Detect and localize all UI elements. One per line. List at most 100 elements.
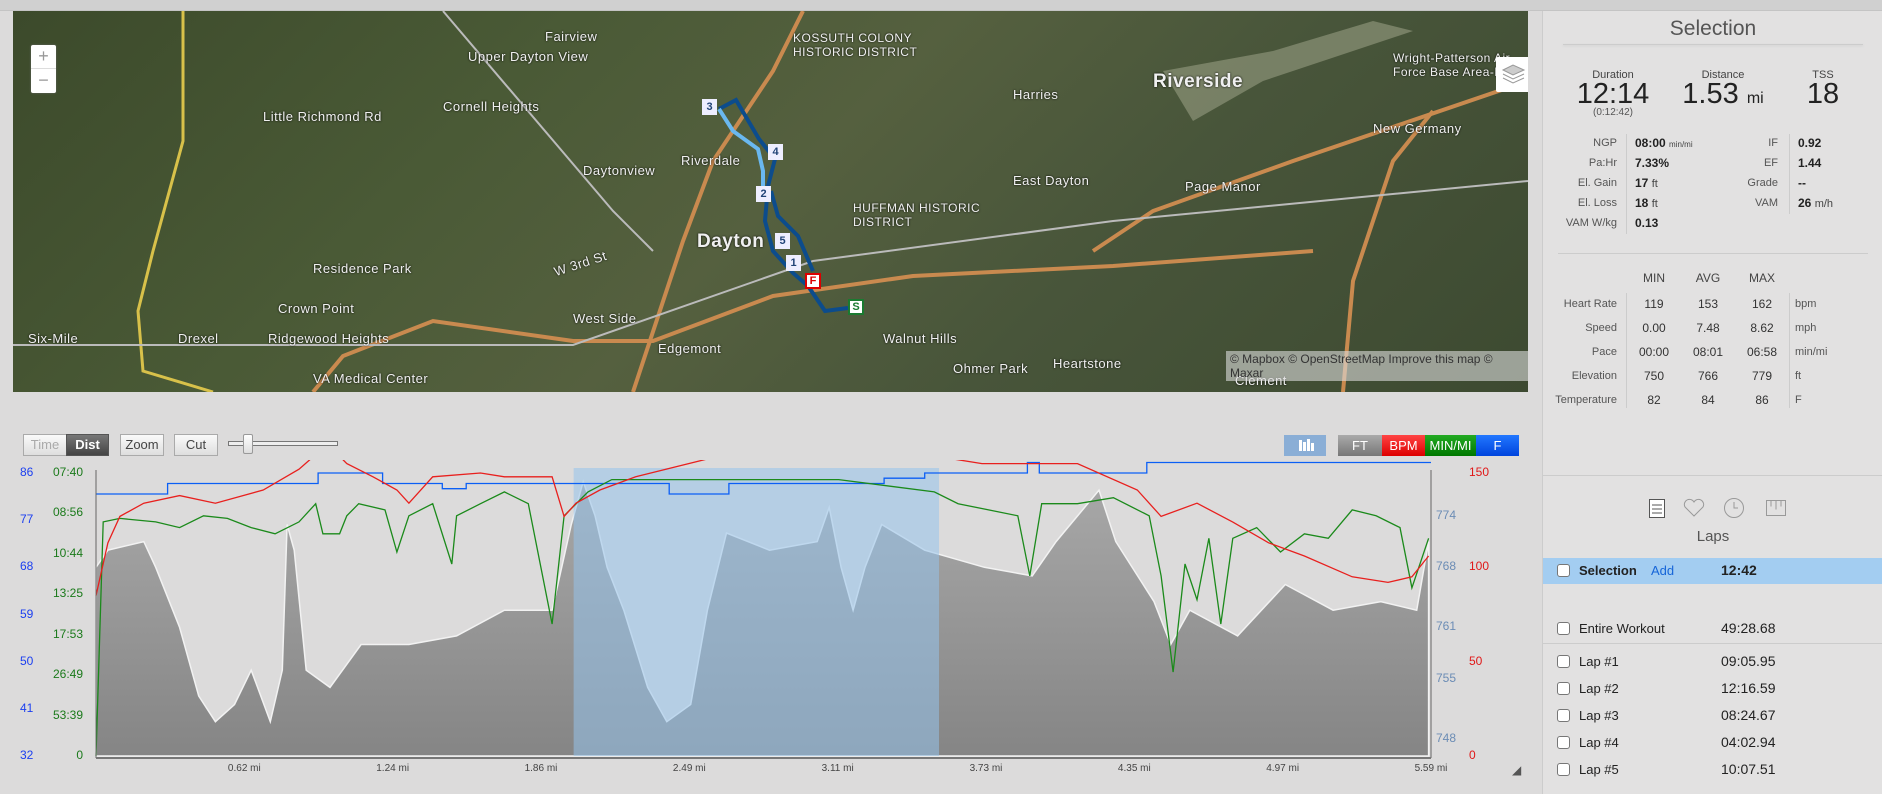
add-lap-link[interactable]: Add: [1651, 563, 1675, 578]
map-label: Daytonview: [583, 163, 656, 178]
map-label: Riverside: [1153, 71, 1244, 92]
metric-number: 26: [1798, 196, 1812, 210]
tab-laps[interactable]: [1648, 497, 1666, 524]
tss-label: TSS: [1812, 69, 1834, 81]
metric-value: 17 ft: [1635, 176, 1658, 190]
smoothing-slider[interactable]: [228, 441, 338, 446]
metric-number: 7.33%: [1635, 156, 1670, 170]
duration-stat: Duration 12:14 (0:12:42): [1563, 69, 1663, 118]
lap-name: Entire Workout: [1579, 621, 1665, 636]
map-label: Six-Mile: [28, 331, 79, 346]
lap-marker[interactable]: 4: [768, 144, 783, 160]
route-map[interactable]: Dayton Riverside Fairview Upper Dayton V…: [13, 11, 1528, 392]
tab-clock[interactable]: [1723, 497, 1745, 524]
table-cell-max: 86: [1755, 393, 1769, 407]
table-cell-avg: 08:01: [1692, 345, 1724, 359]
map-attribution[interactable]: © Mapbox © OpenStreetMap Improve this ma…: [1226, 351, 1528, 381]
divider: [1543, 475, 1882, 476]
x-tick-label: 3.11 mi: [821, 763, 854, 774]
checkbox[interactable]: [1557, 564, 1570, 577]
tab-heart[interactable]: [1683, 498, 1705, 523]
temp-tick-label: 59: [20, 606, 34, 621]
layers-button[interactable]: [1496, 57, 1528, 92]
legend-ft[interactable]: FT: [1338, 435, 1382, 456]
dist-toggle[interactable]: Dist: [66, 434, 109, 456]
table-row-unit: mph: [1795, 322, 1817, 334]
lap-time: 49:28.68: [1721, 620, 1776, 636]
heart-rate-line: [95, 460, 1430, 596]
x-tick-label: 2.49 mi: [672, 763, 706, 774]
checkbox[interactable]: [1557, 682, 1570, 695]
lap-row[interactable]: Lap #5 10:07.51: [1543, 757, 1882, 783]
chart-options-button[interactable]: [1284, 435, 1326, 456]
map-label: Harries: [1013, 87, 1059, 102]
metric-value: 18 ft: [1635, 196, 1658, 210]
legend-temp[interactable]: F: [1476, 435, 1519, 456]
pace-tick-label: 13:25: [52, 586, 83, 601]
metric-label: VAM W/kg: [1565, 217, 1617, 229]
time-toggle[interactable]: Time: [23, 434, 66, 456]
table-header: MIN: [1643, 271, 1665, 285]
lap-marker[interactable]: 5: [775, 233, 790, 249]
pace-tick-label: 53:39: [52, 707, 83, 722]
slider-thumb[interactable]: [243, 434, 253, 454]
table-row-label: Heart Rate: [1563, 298, 1617, 310]
start-marker[interactable]: S: [848, 299, 864, 315]
elevation-tick-label: 748: [1436, 730, 1457, 745]
lap-row[interactable]: Lap #3 08:24.67: [1543, 703, 1882, 729]
tss-stat: TSS 18: [1793, 69, 1853, 109]
lap-row[interactable]: Lap #4 04:02.94: [1543, 730, 1882, 756]
temp-tick-label: 86: [20, 465, 34, 479]
finish-marker[interactable]: F: [805, 273, 821, 289]
lap-row-entire[interactable]: Entire Workout 49:28.68: [1543, 616, 1882, 642]
table-header: AVG: [1695, 271, 1721, 285]
zoom-in-button[interactable]: +: [31, 45, 56, 69]
lap-row[interactable]: Lap #2 12:16.59: [1543, 676, 1882, 702]
duration-value: 12:14: [1576, 78, 1650, 110]
lap-marker[interactable]: 2: [756, 186, 771, 202]
map-label: Drexel: [178, 331, 219, 346]
panel-title: Selection: [1669, 17, 1757, 40]
workout-chart[interactable]: [0, 460, 1540, 794]
zoom-button[interactable]: Zoom: [120, 434, 164, 456]
table-cell-max: 162: [1751, 297, 1773, 311]
map-label: East Dayton: [1013, 173, 1090, 188]
lap-row[interactable]: Lap #1 09:05.95: [1543, 649, 1882, 675]
legend-bpm[interactable]: BPM: [1382, 435, 1425, 456]
temp-tick-label: 50: [20, 653, 34, 668]
pace-tick-label: 10:44: [52, 545, 83, 560]
lap-marker[interactable]: 3: [702, 99, 717, 115]
table-cell-min: 750: [1643, 369, 1665, 383]
pace-line: [95, 478, 1430, 757]
metric-unit: m/h: [1814, 198, 1834, 210]
lap-row-selection[interactable]: Selection Add 12:42: [1543, 558, 1882, 584]
resize-handle-icon[interactable]: ◢: [1512, 763, 1522, 777]
map-label: Upper Dayton View: [468, 49, 589, 64]
selection-panel: Selection Duration 12:14 (0:12:42) Dista…: [1542, 11, 1882, 794]
table-cell-min: 0.00: [1642, 321, 1666, 335]
lap-name: Lap #1: [1579, 654, 1619, 669]
lap-marker[interactable]: 1: [786, 255, 801, 271]
temp-tick-label: 77: [20, 512, 34, 527]
tab-ruler[interactable]: [1765, 499, 1787, 522]
checkbox[interactable]: [1557, 655, 1570, 668]
map-label: Little Richmond Rd: [263, 109, 382, 124]
checkbox[interactable]: [1557, 622, 1570, 635]
map-label: Dayton: [697, 231, 765, 252]
x-tick-label: 5.59 mi: [1414, 763, 1448, 774]
table-row-label: Pace: [1591, 346, 1617, 358]
cut-button[interactable]: Cut: [174, 434, 218, 456]
checkbox[interactable]: [1557, 709, 1570, 722]
distance-stat: Distance 1.53 mi: [1668, 69, 1778, 112]
zoom-out-button[interactable]: −: [38, 70, 49, 90]
metric-value: 0.13: [1635, 216, 1658, 230]
checkbox[interactable]: [1557, 763, 1570, 776]
checkbox[interactable]: [1557, 736, 1570, 749]
map-label: Riverdale: [681, 153, 741, 168]
map-label: Heartstone: [1053, 356, 1122, 371]
metric-number: 18: [1635, 196, 1649, 210]
legend-pace[interactable]: MIN/MI: [1425, 435, 1476, 456]
divider: [1563, 44, 1863, 45]
metric-value: --: [1798, 176, 1806, 190]
selection-range: [573, 468, 940, 756]
